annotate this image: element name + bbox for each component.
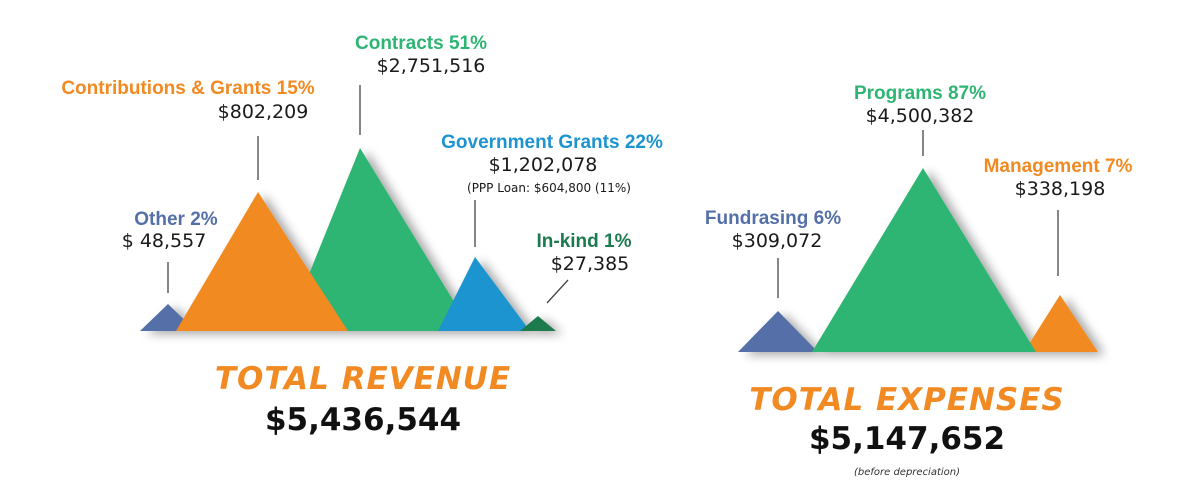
expenses-label-fundraising: Fundrasing 6% <box>705 208 841 229</box>
revenue-label-inkind: In-kind 1% <box>536 231 631 252</box>
revenue-total-title: TOTAL REVENUE <box>215 361 511 397</box>
revenue-amount-government: $1,202,078 <box>489 154 598 176</box>
expenses-peak-programs <box>812 168 1036 352</box>
revenue-peak-contributions <box>176 192 348 331</box>
revenue-amount-contracts: $2,751,516 <box>377 55 486 77</box>
expenses-total-amount: $5,147,652 <box>809 421 1005 457</box>
revenue-label-contributions: Contributions & Grants 15% <box>61 78 314 99</box>
expenses-label-management: Management 7% <box>984 156 1133 177</box>
expenses-peak-management <box>1024 295 1098 352</box>
expenses-amount-management: $338,198 <box>1015 178 1106 200</box>
revenue-amount-inkind: $27,385 <box>551 253 630 275</box>
expenses-amount-fundraising: $309,072 <box>732 230 823 252</box>
revenue-peak-inkind <box>520 316 556 331</box>
expenses-chart: Fundrasing 6% $309,072 Programs 87% $4,5… <box>705 83 1133 478</box>
revenue-peak-government <box>438 257 530 331</box>
revenue-label-other: Other 2% <box>134 209 218 230</box>
revenue-peak-contracts <box>286 148 472 331</box>
expenses-label-programs: Programs 87% <box>854 83 986 104</box>
revenue-peaks <box>140 148 556 331</box>
expenses-peak-fundraising <box>738 311 818 352</box>
expenses-peaks <box>738 168 1098 352</box>
revenue-note-government: (PPP Loan: $604,800 (11%) <box>467 181 631 195</box>
revenue-amount-other: $ 48,557 <box>122 230 207 252</box>
revenue-label-contracts: Contracts 51% <box>355 33 487 54</box>
revenue-amount-contributions: $802,209 <box>218 101 309 123</box>
expenses-total-title: TOTAL EXPENSES <box>749 382 1065 418</box>
revenue-label-government: Government Grants 22% <box>441 132 663 153</box>
expenses-total-note: (before depreciation) <box>854 467 960 478</box>
expenses-amount-programs: $4,500,382 <box>866 105 975 127</box>
revenue-total-amount: $5,436,544 <box>265 402 461 438</box>
revenue-chart: Other 2% $ 48,557 Contributions & Grants… <box>61 33 663 438</box>
revenue-leader-inkind <box>546 279 569 304</box>
